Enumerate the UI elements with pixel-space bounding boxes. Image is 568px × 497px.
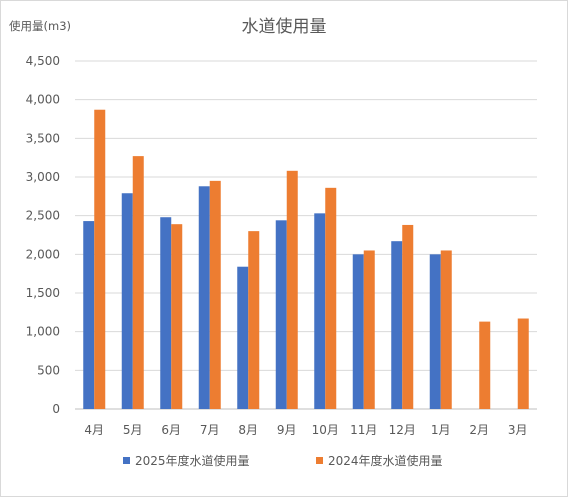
bar-2024 bbox=[286, 170, 298, 409]
x-tick-label: 5月 bbox=[123, 423, 143, 437]
x-tick-label: 3月 bbox=[508, 423, 528, 437]
bar-2025 bbox=[237, 266, 249, 409]
y-tick-label: 0 bbox=[52, 402, 60, 416]
y-tick-label: 2,000 bbox=[26, 247, 60, 261]
x-tick-label: 8月 bbox=[238, 423, 258, 437]
bar-2025 bbox=[160, 217, 172, 409]
x-tick-label: 1月 bbox=[431, 423, 451, 437]
legend-item-2025: 2025年度水道使用量 bbox=[123, 452, 250, 469]
y-tick-label: 4,500 bbox=[26, 54, 60, 68]
chart-title: 水道使用量 bbox=[241, 17, 327, 37]
bar-2024 bbox=[171, 224, 183, 409]
bar-2025 bbox=[198, 186, 210, 409]
bar-2024 bbox=[132, 156, 144, 409]
bar-2025 bbox=[121, 193, 133, 409]
x-tick-label: 10月 bbox=[312, 423, 339, 437]
x-tick-label: 9月 bbox=[277, 423, 297, 437]
bar-2024 bbox=[440, 250, 452, 409]
bar-2025 bbox=[275, 220, 287, 409]
y-tick-label: 500 bbox=[37, 363, 60, 377]
legend-label-2024: 2024年度水道使用量 bbox=[328, 454, 443, 468]
y-axis-label: 使用量(m3) bbox=[9, 19, 71, 33]
bar-2024 bbox=[402, 224, 414, 409]
legend-item-2024: 2024年度水道使用量 bbox=[316, 452, 443, 469]
y-tick-label: 1,500 bbox=[26, 286, 60, 300]
bar-2024 bbox=[248, 231, 260, 409]
x-tick-label: 7月 bbox=[200, 423, 220, 437]
bar-2025 bbox=[391, 241, 403, 409]
legend-swatch-2024 bbox=[316, 457, 323, 464]
x-tick-label: 12月 bbox=[389, 423, 416, 437]
bar-2024 bbox=[209, 180, 221, 409]
x-tick-label: 2月 bbox=[469, 423, 489, 437]
bar-2024 bbox=[325, 187, 337, 409]
x-tick-label: 4月 bbox=[84, 423, 104, 437]
legend-swatch-2025 bbox=[123, 457, 130, 464]
bar-2025 bbox=[314, 213, 326, 409]
bar-2024 bbox=[94, 109, 106, 409]
bar-2024 bbox=[517, 318, 529, 409]
y-tick-label: 3,500 bbox=[26, 131, 60, 145]
y-tick-label: 1,000 bbox=[26, 325, 60, 339]
bar-2025 bbox=[429, 254, 441, 409]
bar-2025 bbox=[352, 254, 364, 409]
x-tick-label: 6月 bbox=[161, 423, 181, 437]
legend-label-2025: 2025年度水道使用量 bbox=[135, 454, 250, 468]
y-tick-label: 2,500 bbox=[26, 209, 60, 223]
bar-2024 bbox=[363, 250, 375, 409]
y-tick-label: 3,000 bbox=[26, 170, 60, 184]
x-tick-label: 11月 bbox=[350, 423, 377, 437]
bar-2025 bbox=[83, 221, 95, 409]
y-tick-label: 4,000 bbox=[26, 93, 60, 107]
bar-2024 bbox=[479, 321, 491, 409]
